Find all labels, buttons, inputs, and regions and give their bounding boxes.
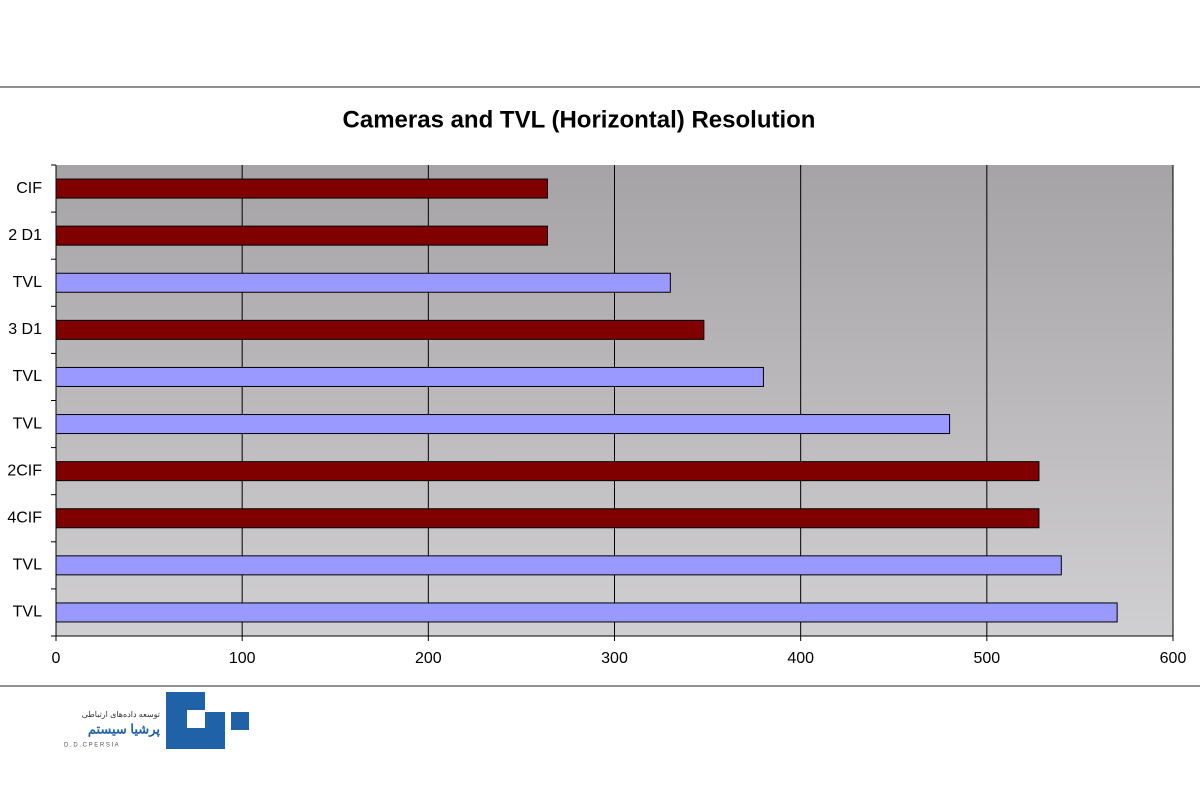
bar (55, 272, 671, 293)
bar (55, 461, 1040, 482)
y-tick-label: TVL (13, 274, 42, 291)
bar (55, 178, 548, 199)
y-tick-label: 2 D1 (8, 227, 42, 244)
y-tick-label: 3 D1 (8, 321, 42, 338)
x-tick-label: 400 (787, 650, 814, 667)
y-tick-label: TVL (13, 368, 42, 385)
logo-block (231, 712, 249, 730)
logo-text: D . D . C P E R S I A (64, 743, 119, 749)
bar (55, 225, 548, 246)
y-tick-label: TVL (13, 604, 42, 621)
x-tick-label: 0 (52, 650, 61, 667)
chart-title: Cameras and TVL (Horizontal) Resolution (343, 106, 816, 133)
logo-text: پرشیا سیستم (88, 721, 161, 737)
y-tick-label: 4CIF (7, 509, 42, 526)
logo-block (205, 712, 225, 749)
x-tick-label: 600 (1160, 650, 1187, 667)
bar (55, 508, 1040, 529)
x-tick-label: 200 (415, 650, 442, 667)
x-tick-label: 300 (601, 650, 628, 667)
bar (55, 319, 705, 340)
logo-block (187, 710, 205, 728)
bar (55, 602, 1118, 623)
x-tick-label: 100 (229, 650, 256, 667)
logo: توسعه داده‌های ارتباطی پرشیا سیستم D . D… (64, 692, 249, 749)
y-tick-label: 2CIF (7, 462, 42, 479)
y-tick-label: CIF (16, 180, 42, 197)
bar (55, 555, 1062, 576)
bar (55, 414, 951, 435)
bar (55, 366, 764, 387)
x-tick-label: 500 (973, 650, 1000, 667)
y-tick-label: TVL (13, 415, 42, 432)
y-tick-label: TVL (13, 557, 42, 574)
plot: 0 100 200 300 400 500 600 CIF 2 D1 TVL 3 D1 TVL TVL 2… (7, 164, 1187, 667)
logo-text: توسعه داده‌های ارتباطی (82, 710, 160, 719)
